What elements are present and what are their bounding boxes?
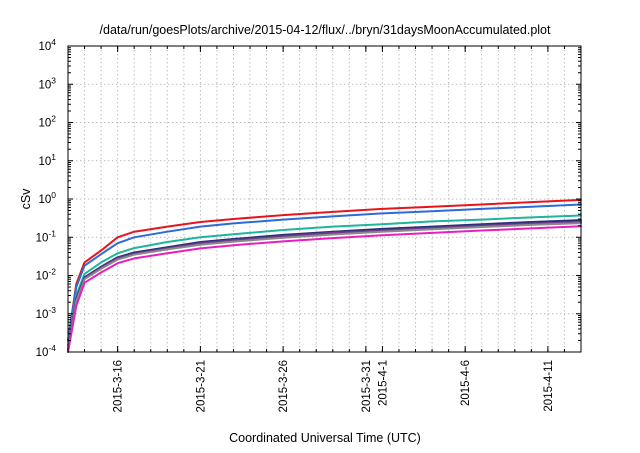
chart-title: /data/run/goesPlots/archive/2015-04-12/f…: [100, 23, 551, 37]
y-tick-label: 102: [38, 114, 56, 130]
y-tick-label: 101: [38, 152, 56, 168]
x-tick-label: 2015-3-16: [113, 360, 125, 412]
x-tick-label: 2015-3-31: [361, 360, 373, 412]
series-line: [67, 222, 582, 353]
x-tick-label: 2015-4-11: [543, 360, 555, 412]
grid-lines: [68, 46, 581, 352]
y-tick-label: 10-1: [36, 228, 57, 244]
y-axis-title: cSv: [19, 188, 33, 210]
y-tick-labels: 10-4 10-3 10-2 10-1 100 101 102 103 104: [36, 37, 57, 359]
y-tick-label: 10-2: [36, 267, 57, 283]
series-line: [67, 203, 582, 342]
x-axis-title: Coordinated Universal Time (UTC): [229, 431, 421, 445]
x-tick-label: 2015-4-6: [460, 360, 472, 406]
x-tick-label: 2015-3-21: [195, 360, 207, 412]
y-tick-label: 10-4: [36, 343, 57, 359]
y-tick-label: 10-3: [36, 305, 57, 321]
y-tick-label: 103: [38, 75, 56, 91]
y-tick-label: 104: [38, 37, 56, 53]
series-line: [67, 225, 582, 353]
x-tick-label: 2015-4-1: [377, 360, 389, 406]
series-line: [67, 198, 582, 342]
x-tick-labels: 2015-3-16 2015-3-21 2015-3-26 2015-3-31 2015…: [113, 360, 555, 412]
y-tick-label: 100: [38, 190, 56, 206]
series-lines: [67, 198, 582, 353]
axis-ticks: [68, 45, 581, 353]
x-tick-label: 2015-3-26: [278, 360, 290, 412]
series-line: [67, 214, 582, 347]
series-line: [67, 221, 582, 352]
